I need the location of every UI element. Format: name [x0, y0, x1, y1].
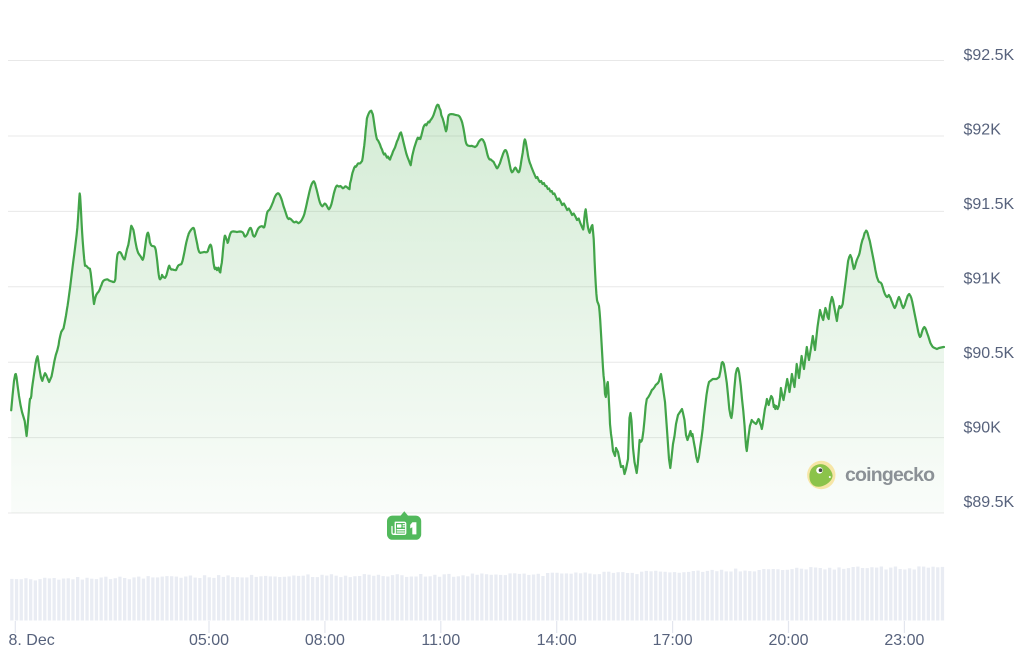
svg-text:20:00: 20:00 [768, 632, 808, 649]
svg-text:$92K: $92K [964, 122, 1002, 139]
svg-text:05:00: 05:00 [189, 632, 229, 649]
svg-text:8. Dec: 8. Dec [9, 632, 55, 649]
svg-text:17:00: 17:00 [653, 632, 693, 649]
svg-text:coingecko: coingecko [845, 464, 935, 486]
svg-text:$90.5K: $90.5K [964, 345, 1015, 362]
svg-text:$92.5K: $92.5K [964, 47, 1015, 64]
svg-text:08:00: 08:00 [305, 632, 345, 649]
svg-text:$91K: $91K [964, 271, 1002, 288]
svg-text:23:00: 23:00 [884, 632, 924, 649]
svg-text:$89.5K: $89.5K [964, 494, 1015, 511]
svg-text:14:00: 14:00 [537, 632, 577, 649]
svg-text:$90K: $90K [964, 420, 1002, 437]
svg-text:$91.5K: $91.5K [964, 196, 1015, 213]
svg-text:11:00: 11:00 [421, 632, 460, 649]
